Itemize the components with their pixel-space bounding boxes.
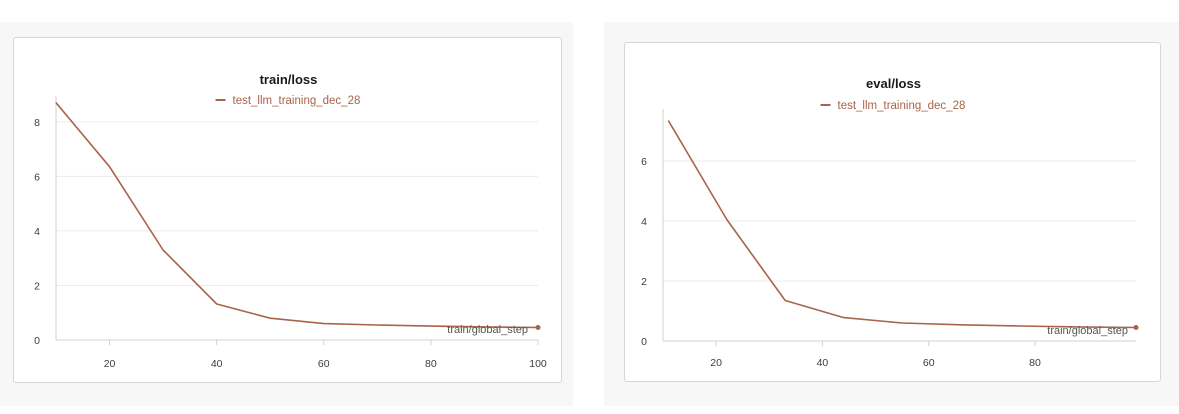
x-tick-label: 100 <box>529 358 547 370</box>
y-tick-label: 6 <box>641 156 647 168</box>
x-tick-label: 40 <box>817 357 829 369</box>
y-tick-label: 4 <box>641 216 647 228</box>
x-axis-label: train/global_step <box>447 324 528 336</box>
x-tick-label: 60 <box>318 358 330 370</box>
x-axis-label: train/global_step <box>1047 325 1128 337</box>
x-tick-label: 60 <box>923 357 935 369</box>
y-tick-label: 6 <box>34 171 40 183</box>
y-tick-label: 4 <box>34 226 40 238</box>
legend-label: test_llm_training_dec_28 <box>233 95 361 107</box>
train-loss-chart: 0 2 4 6 8 20 40 60 80 100 train/loss test_llm_train… <box>34 72 547 370</box>
chart-title: train/loss <box>260 72 318 87</box>
legend-entry[interactable]: test_llm_training_dec_28 <box>215 95 361 107</box>
x-tick-label: 80 <box>1029 357 1041 369</box>
y-tick-label: 0 <box>641 336 647 348</box>
x-tick-label: 40 <box>211 358 223 370</box>
x-tick-label: 20 <box>710 357 722 369</box>
y-tick-label: 2 <box>641 276 647 288</box>
y-tick-label: 8 <box>34 117 40 129</box>
eval-loss-chart: 0 2 4 6 20 40 60 80 eval/loss test_llm_training_d… <box>641 76 1139 369</box>
legend-label: test_llm_training_dec_28 <box>838 100 966 112</box>
series-end-point <box>535 324 541 330</box>
y-tick-label: 2 <box>34 280 40 292</box>
series-line <box>667 120 1137 329</box>
series-end-point <box>1133 325 1139 330</box>
y-tick-label: 0 <box>34 335 40 347</box>
chart-title: eval/loss <box>866 76 921 91</box>
legend-entry[interactable]: test_llm_training_dec_28 <box>820 100 966 112</box>
series-line <box>55 102 539 329</box>
train-loss-card[interactable]: 0 2 4 6 8 20 40 60 80 100 train/loss test_llm_train… <box>13 37 562 383</box>
eval-loss-card[interactable]: 0 2 4 6 20 40 60 80 eval/loss test_llm_training_d… <box>624 42 1161 382</box>
x-tick-label: 80 <box>425 358 437 370</box>
x-tick-label: 20 <box>104 358 116 370</box>
